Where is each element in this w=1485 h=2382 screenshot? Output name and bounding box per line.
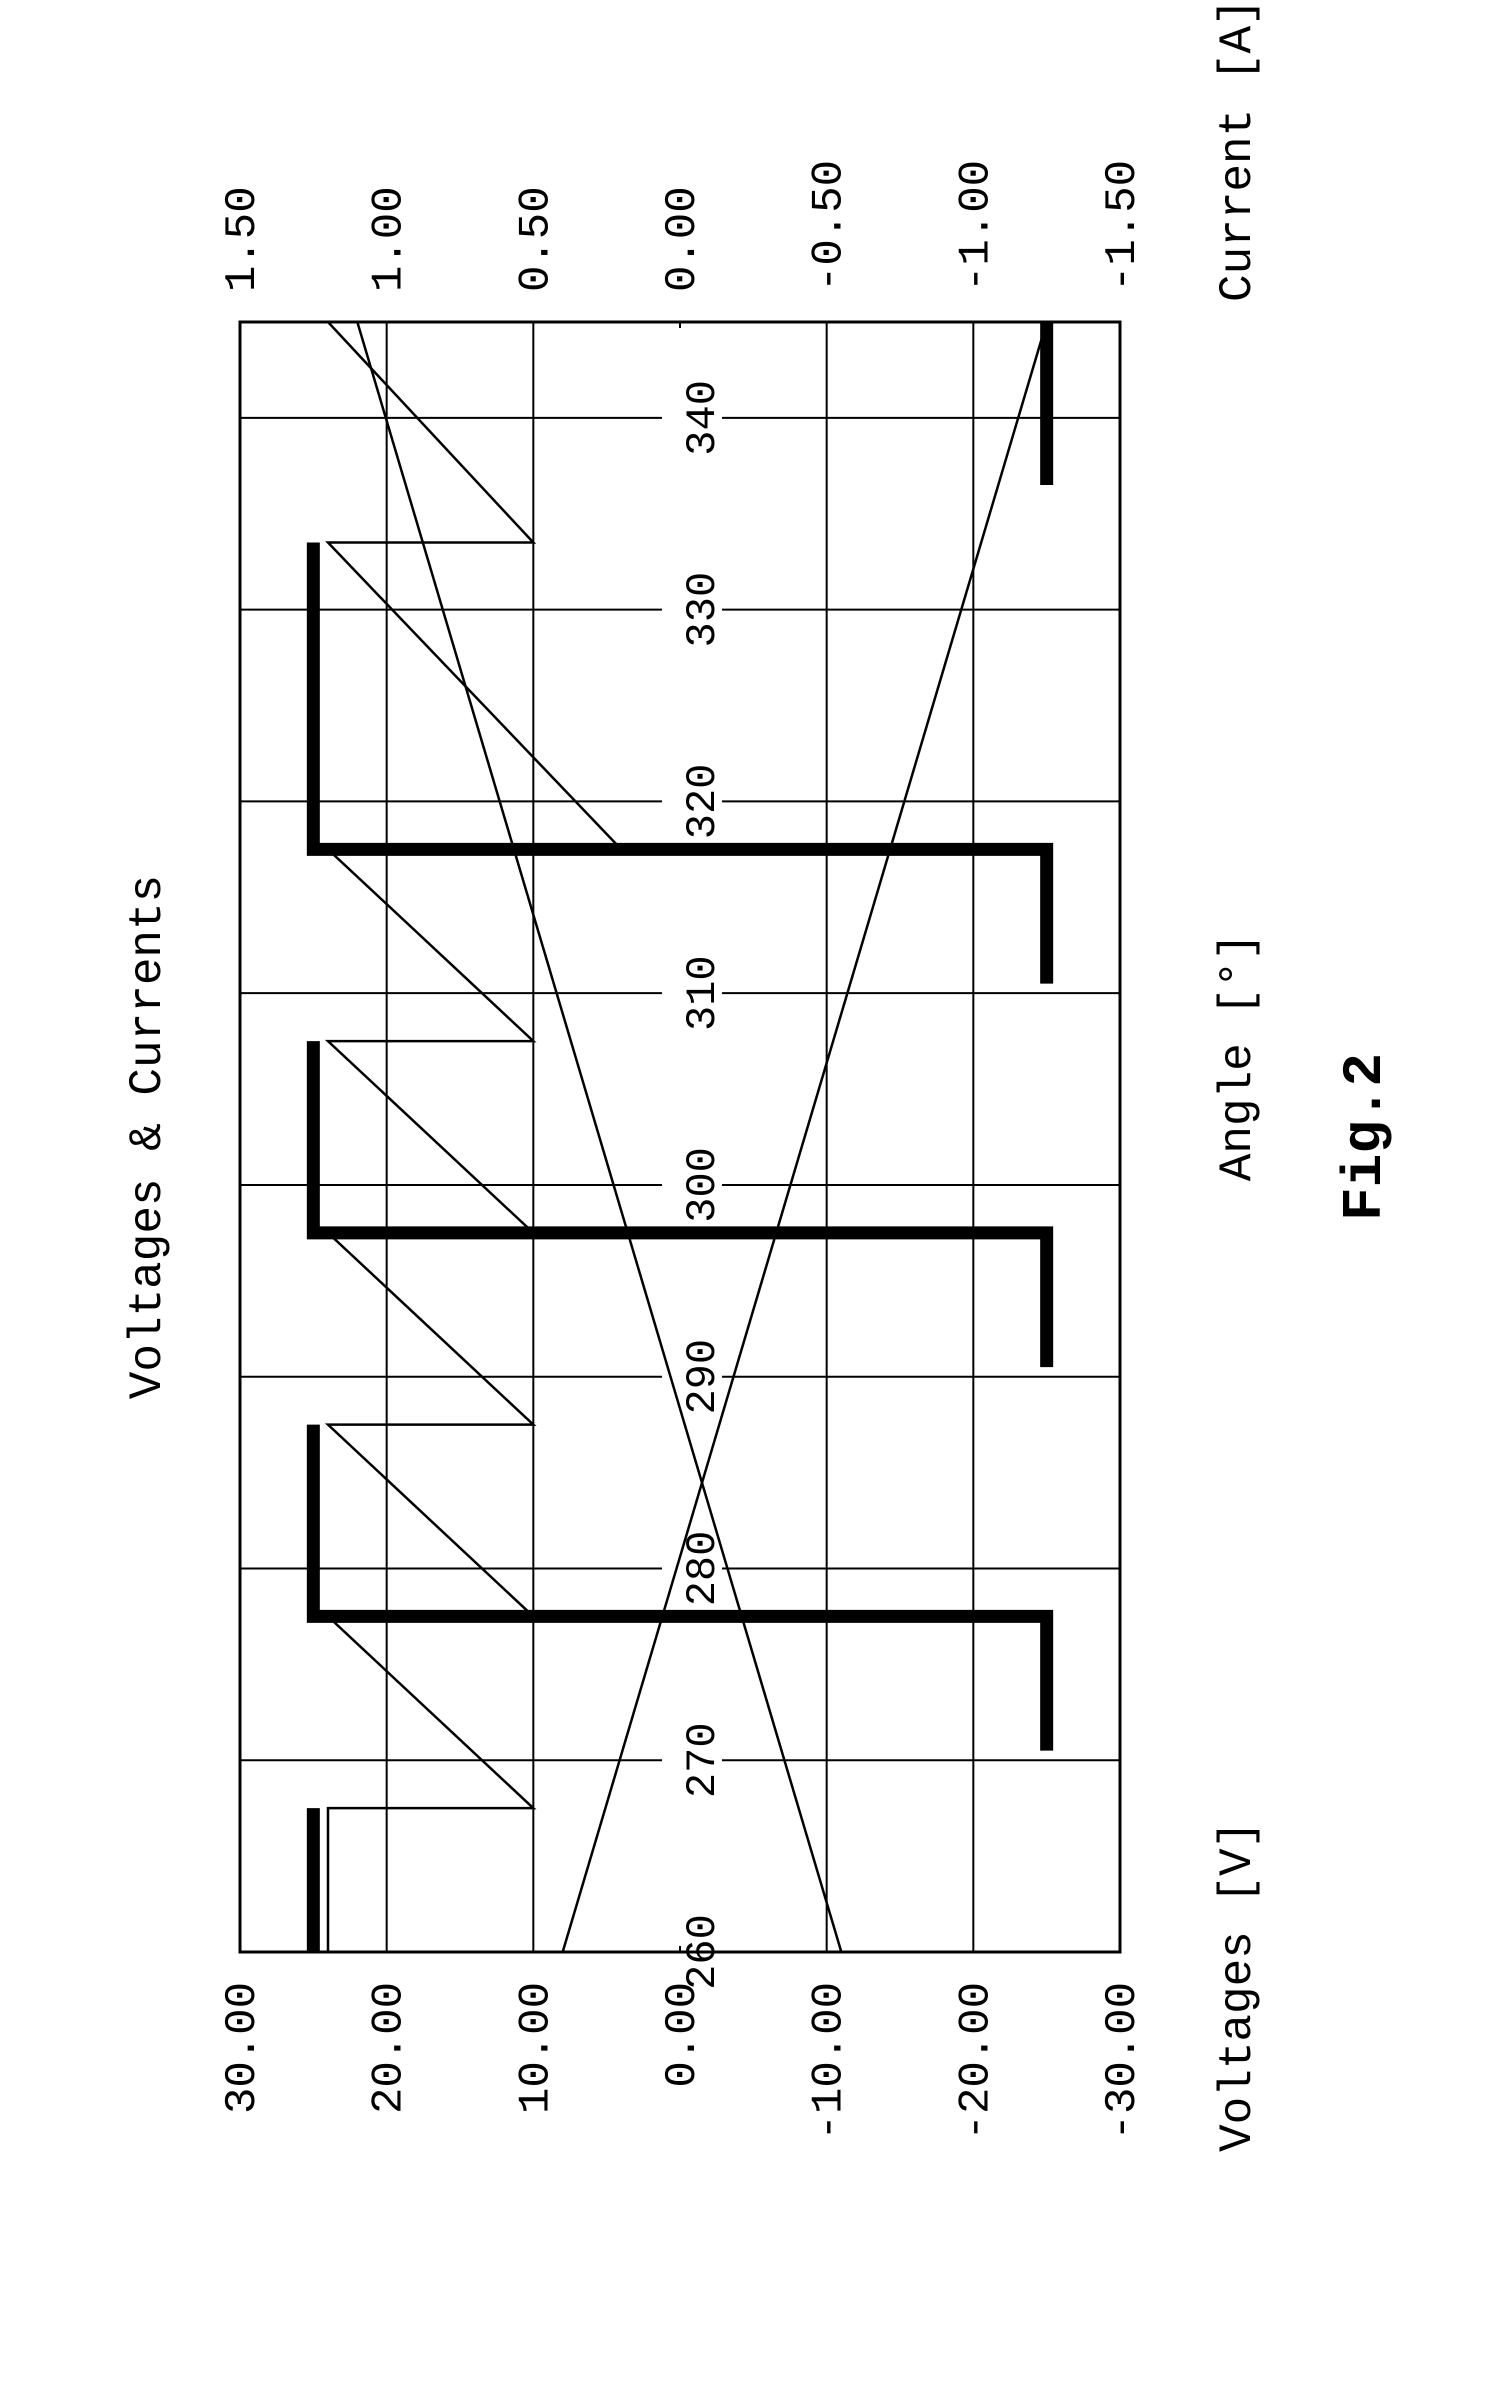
figure-container: Voltages & Currents -30.00 -20.00 -10.00 0.0… — [0, 0, 1485, 2382]
svg-text:0.00: 0.00 — [658, 186, 708, 292]
svg-text:1.50: 1.50 — [218, 186, 268, 292]
voltages-currents-chart: Voltages & Currents -30.00 -20.00 -10.00 0.0… — [0, 0, 1485, 2382]
svg-text:Voltages & Currents: Voltages & Currents — [122, 875, 174, 1400]
svg-text:310: 310 — [679, 955, 727, 1031]
svg-text:-30.00: -30.00 — [1098, 1982, 1148, 2140]
svg-text:1.00: 1.00 — [365, 186, 415, 292]
svg-text:10.00: 10.00 — [511, 1982, 561, 2114]
svg-text:20.00: 20.00 — [365, 1982, 415, 2114]
svg-text:-1.00: -1.00 — [951, 160, 1001, 292]
svg-text:Current [A]: Current [A] — [1212, 0, 1264, 302]
page: Voltages & Currents -30.00 -20.00 -10.00 0.0… — [0, 0, 1485, 2382]
svg-text:Angle [°]: Angle [°] — [1212, 933, 1264, 1181]
svg-text:-1.50: -1.50 — [1098, 160, 1148, 292]
svg-text:320: 320 — [679, 764, 727, 840]
svg-text:Fig.2: Fig.2 — [1333, 1053, 1397, 1221]
svg-text:270: 270 — [679, 1722, 727, 1798]
svg-text:Voltages [V]: Voltages [V] — [1212, 1821, 1264, 2152]
svg-text:0.50: 0.50 — [511, 186, 561, 292]
svg-text:330: 330 — [679, 572, 727, 648]
svg-text:-0.50: -0.50 — [805, 160, 855, 292]
svg-text:-20.00: -20.00 — [951, 1982, 1001, 2140]
svg-text:0.00: 0.00 — [658, 1982, 708, 2088]
svg-text:-10.00: -10.00 — [805, 1982, 855, 2140]
svg-text:260: 260 — [679, 1914, 727, 1990]
svg-text:30.00: 30.00 — [218, 1982, 268, 2114]
svg-text:300: 300 — [679, 1147, 727, 1223]
svg-text:290: 290 — [679, 1339, 727, 1415]
svg-text:340: 340 — [679, 380, 727, 456]
